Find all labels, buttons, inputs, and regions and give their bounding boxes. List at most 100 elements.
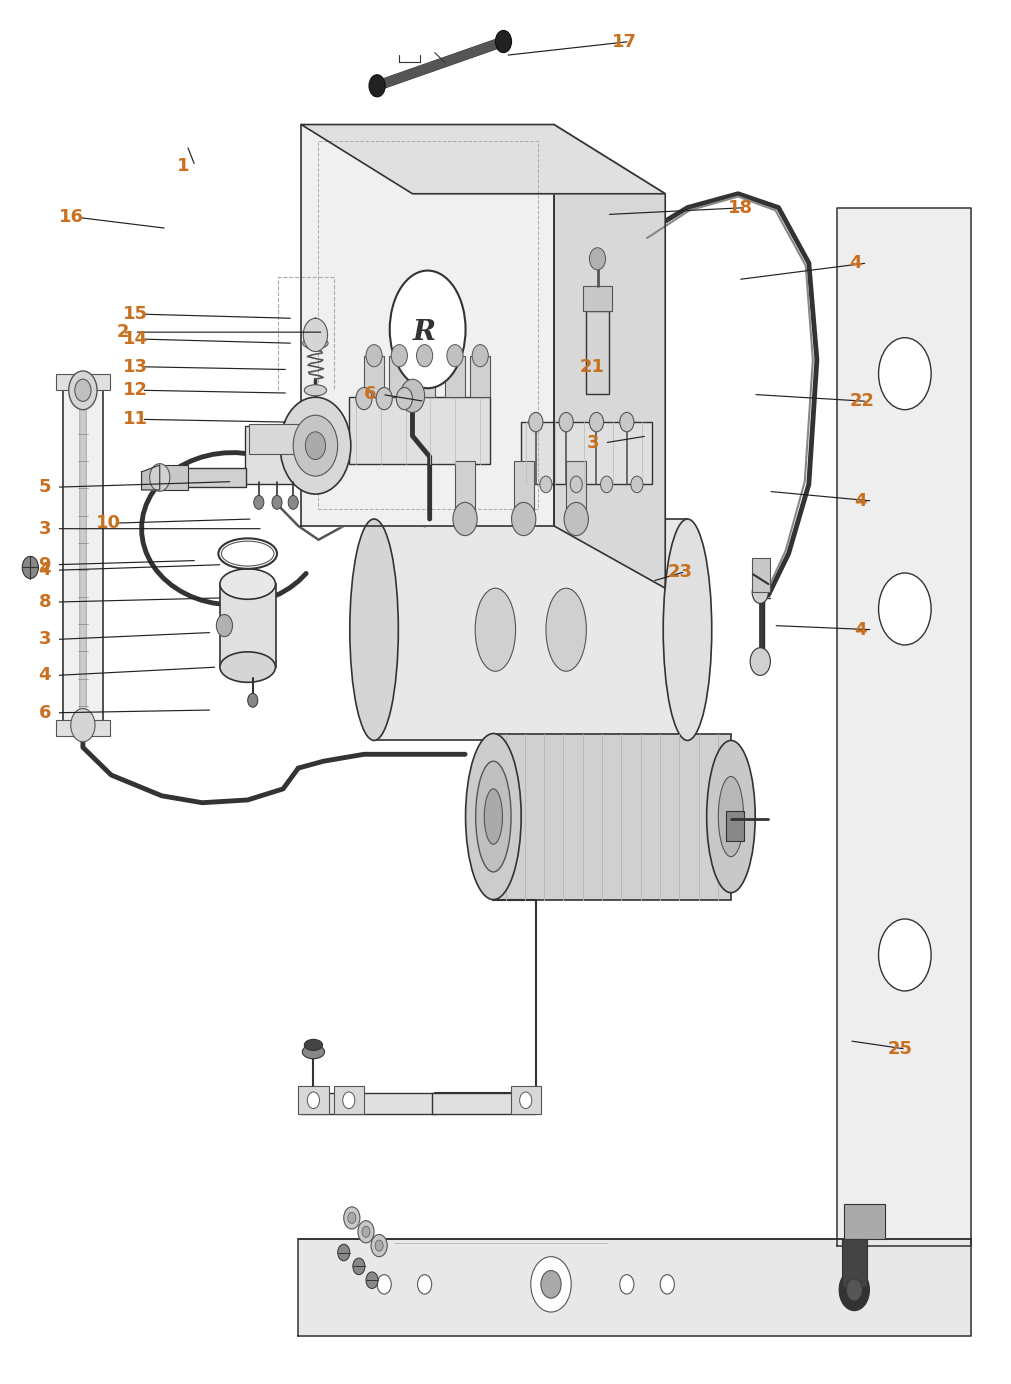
- Text: 4: 4: [854, 491, 866, 511]
- Ellipse shape: [304, 385, 327, 396]
- Circle shape: [22, 556, 38, 579]
- Ellipse shape: [475, 588, 516, 671]
- Bar: [566, 461, 586, 519]
- Ellipse shape: [879, 338, 931, 410]
- Circle shape: [376, 388, 392, 410]
- Circle shape: [589, 412, 604, 432]
- Circle shape: [358, 1221, 374, 1243]
- Text: 4: 4: [38, 666, 51, 685]
- Circle shape: [344, 1207, 360, 1229]
- Text: 21: 21: [579, 357, 605, 376]
- Polygon shape: [301, 125, 554, 526]
- Circle shape: [540, 476, 552, 493]
- Circle shape: [495, 30, 512, 53]
- Circle shape: [375, 1240, 383, 1251]
- Bar: [514, 461, 534, 519]
- Text: 15: 15: [123, 304, 149, 324]
- Text: 9: 9: [38, 555, 51, 574]
- Circle shape: [531, 1257, 571, 1312]
- Circle shape: [559, 412, 573, 432]
- Circle shape: [564, 502, 588, 536]
- Bar: [334, 1086, 364, 1114]
- Bar: [349, 397, 490, 464]
- Ellipse shape: [302, 1045, 325, 1059]
- Circle shape: [620, 1275, 634, 1294]
- Circle shape: [400, 379, 425, 412]
- Bar: [389, 356, 409, 397]
- Bar: [583, 286, 612, 311]
- Bar: [187, 468, 246, 487]
- Text: 22: 22: [849, 392, 875, 411]
- Circle shape: [512, 502, 536, 536]
- Bar: [842, 1239, 867, 1287]
- Circle shape: [369, 75, 385, 97]
- Text: 11: 11: [123, 410, 149, 429]
- Circle shape: [377, 1275, 391, 1294]
- Circle shape: [589, 248, 606, 270]
- Circle shape: [353, 1258, 365, 1275]
- Bar: [445, 356, 465, 397]
- Bar: [521, 422, 652, 484]
- Circle shape: [254, 495, 264, 509]
- Text: 12: 12: [123, 381, 149, 400]
- Text: 3: 3: [38, 630, 51, 649]
- Polygon shape: [142, 465, 160, 490]
- Bar: [245, 426, 313, 484]
- Circle shape: [272, 495, 282, 509]
- Text: 3: 3: [586, 433, 599, 453]
- Circle shape: [288, 495, 298, 509]
- Bar: [301, 1093, 436, 1114]
- Ellipse shape: [303, 338, 328, 349]
- Circle shape: [366, 1272, 378, 1289]
- Text: 6: 6: [38, 703, 51, 722]
- Text: 4: 4: [38, 561, 51, 580]
- Text: 1: 1: [177, 156, 189, 176]
- Circle shape: [631, 476, 643, 493]
- Circle shape: [216, 614, 233, 637]
- Ellipse shape: [219, 569, 275, 599]
- Ellipse shape: [663, 519, 712, 740]
- Ellipse shape: [718, 776, 744, 857]
- Ellipse shape: [546, 588, 586, 671]
- Circle shape: [447, 345, 463, 367]
- Bar: [586, 311, 609, 394]
- Text: 6: 6: [364, 385, 376, 404]
- Text: 23: 23: [667, 562, 693, 581]
- Bar: [374, 519, 687, 740]
- Circle shape: [248, 693, 258, 707]
- Ellipse shape: [707, 740, 755, 893]
- Circle shape: [150, 464, 170, 491]
- Bar: [432, 1093, 536, 1114]
- Circle shape: [343, 1092, 355, 1109]
- Polygon shape: [298, 1239, 971, 1336]
- Text: 5: 5: [38, 477, 51, 497]
- Bar: [726, 811, 744, 841]
- Text: R: R: [413, 318, 436, 346]
- Ellipse shape: [219, 652, 275, 682]
- Circle shape: [472, 345, 488, 367]
- Polygon shape: [301, 125, 665, 194]
- Ellipse shape: [484, 789, 502, 844]
- Polygon shape: [837, 208, 971, 1246]
- Text: 13: 13: [123, 357, 149, 376]
- Circle shape: [305, 432, 326, 459]
- Bar: [455, 461, 475, 519]
- Text: 3: 3: [38, 519, 51, 538]
- Circle shape: [75, 379, 91, 401]
- Circle shape: [846, 1279, 862, 1301]
- Circle shape: [362, 1226, 370, 1237]
- Bar: [493, 734, 731, 900]
- Text: 4: 4: [849, 253, 861, 273]
- Bar: [752, 558, 770, 592]
- Text: 14: 14: [123, 329, 149, 349]
- Circle shape: [520, 1092, 532, 1109]
- Text: 17: 17: [612, 32, 637, 51]
- Ellipse shape: [389, 271, 465, 389]
- Text: 4: 4: [854, 620, 866, 639]
- Circle shape: [417, 345, 433, 367]
- Polygon shape: [554, 125, 665, 588]
- Ellipse shape: [350, 519, 398, 740]
- Circle shape: [71, 709, 95, 742]
- Bar: [511, 1086, 541, 1114]
- Bar: [249, 424, 309, 454]
